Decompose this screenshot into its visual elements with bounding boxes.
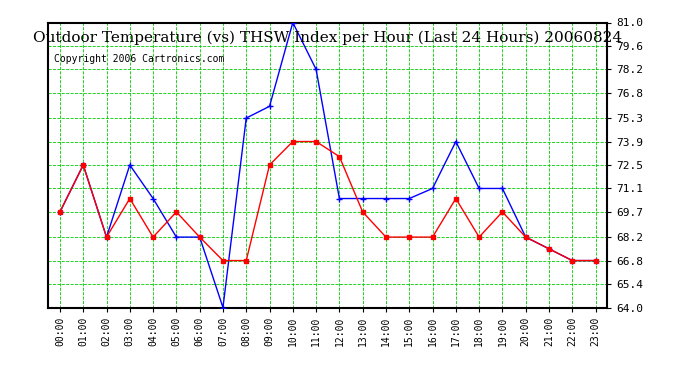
Text: Copyright 2006 Cartronics.com: Copyright 2006 Cartronics.com <box>54 54 224 64</box>
Text: Outdoor Temperature (vs) THSW Index per Hour (Last 24 Hours) 20060824: Outdoor Temperature (vs) THSW Index per … <box>33 31 622 45</box>
